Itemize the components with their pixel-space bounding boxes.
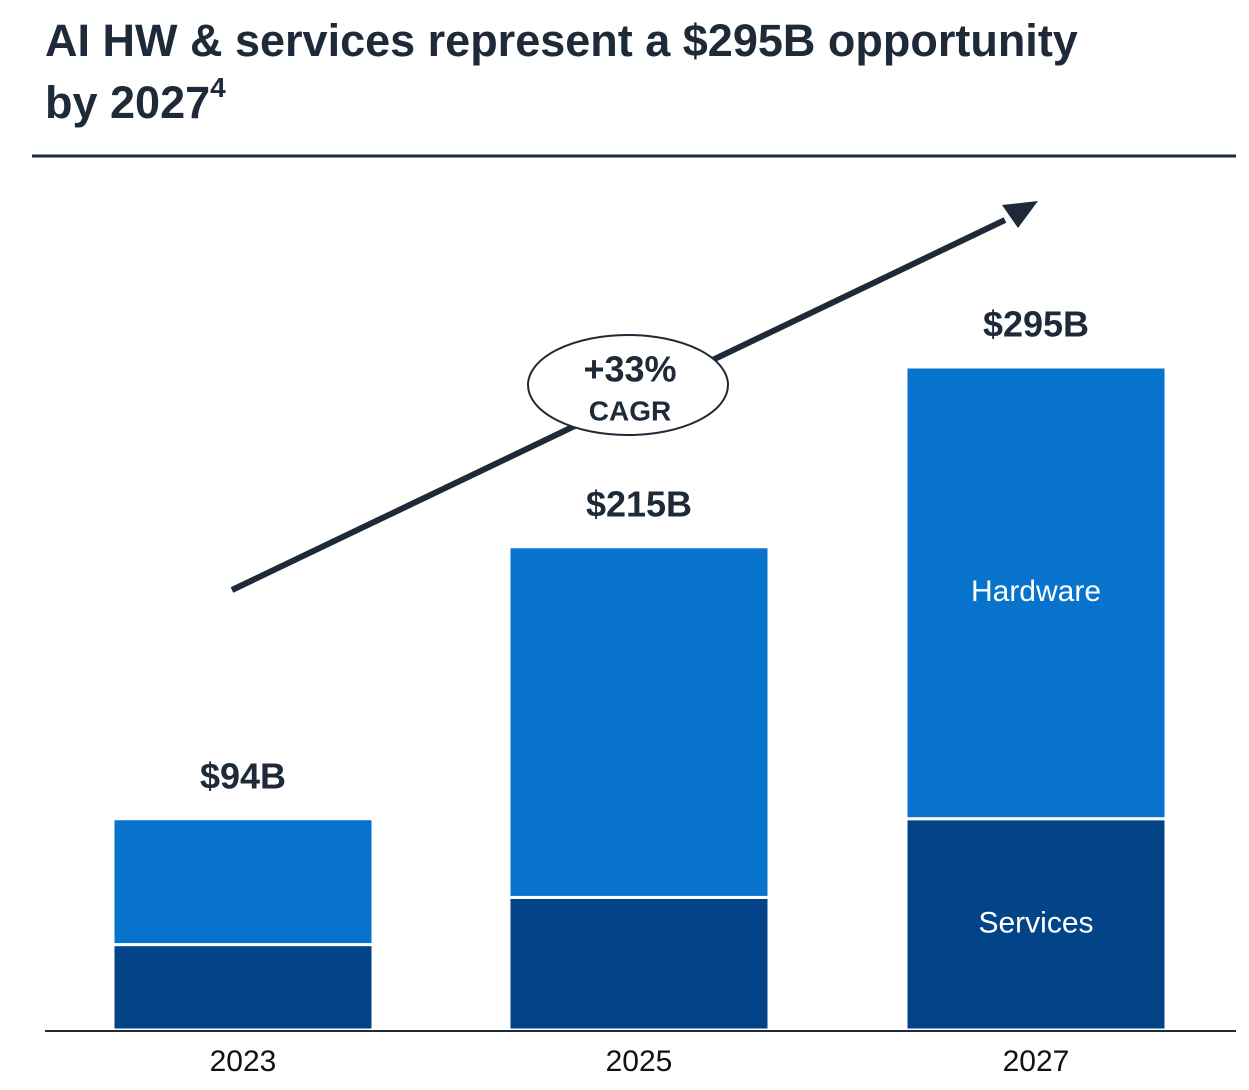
bar-segment xyxy=(507,545,771,899)
title-footnote: 4 xyxy=(210,72,226,103)
bar-segment xyxy=(111,817,375,947)
bar-segment xyxy=(111,943,375,1032)
cagr-label: CAGR xyxy=(589,395,671,426)
chart-title: AI HW & services represent a $295B oppor… xyxy=(45,15,1078,66)
x-tick-label: 2023 xyxy=(210,1045,277,1078)
arrow-head xyxy=(1002,201,1038,228)
bar-segment xyxy=(904,817,1168,1032)
chart-title-line2: by 20274 xyxy=(45,72,226,128)
x-tick-label: 2025 xyxy=(606,1045,673,1078)
segment-label: Services xyxy=(978,906,1093,939)
x-tick-label: 2027 xyxy=(1003,1045,1070,1078)
cagr-value: +33% xyxy=(583,349,676,390)
bar-segment xyxy=(507,895,771,1032)
bar-segment xyxy=(904,365,1168,821)
cagr-bubble xyxy=(527,334,729,436)
segment-label: Hardware xyxy=(971,575,1101,608)
total-label: $94B xyxy=(200,755,286,796)
total-label: $215B xyxy=(586,483,692,524)
title-text: by 2027 xyxy=(45,77,210,128)
total-label: $295B xyxy=(983,304,1089,345)
